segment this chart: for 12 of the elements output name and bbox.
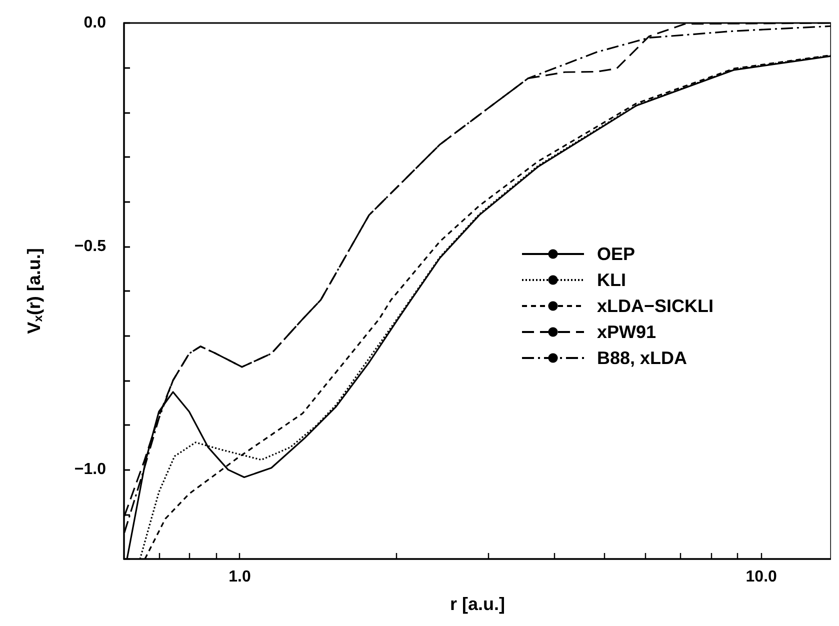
x-axis-title: r [a.u.]: [450, 594, 506, 614]
legend-label: KLI: [597, 270, 626, 290]
x-tick-label: 10.0: [746, 568, 778, 586]
x-tick-label: 1.0: [228, 568, 251, 586]
y-tick-label: −1.0: [74, 461, 106, 478]
legend-label: B88, xLDA: [597, 348, 688, 368]
legend-label: OEP: [597, 244, 636, 264]
legend-label: xPW91: [597, 322, 656, 342]
y-tick-label: −0.5: [74, 238, 106, 255]
legend-label: xLDA−SICKLI: [597, 296, 714, 316]
y-axis-title: Vx(r) [a.u.]: [24, 248, 45, 334]
y-tick-label: 0.0: [84, 14, 106, 32]
